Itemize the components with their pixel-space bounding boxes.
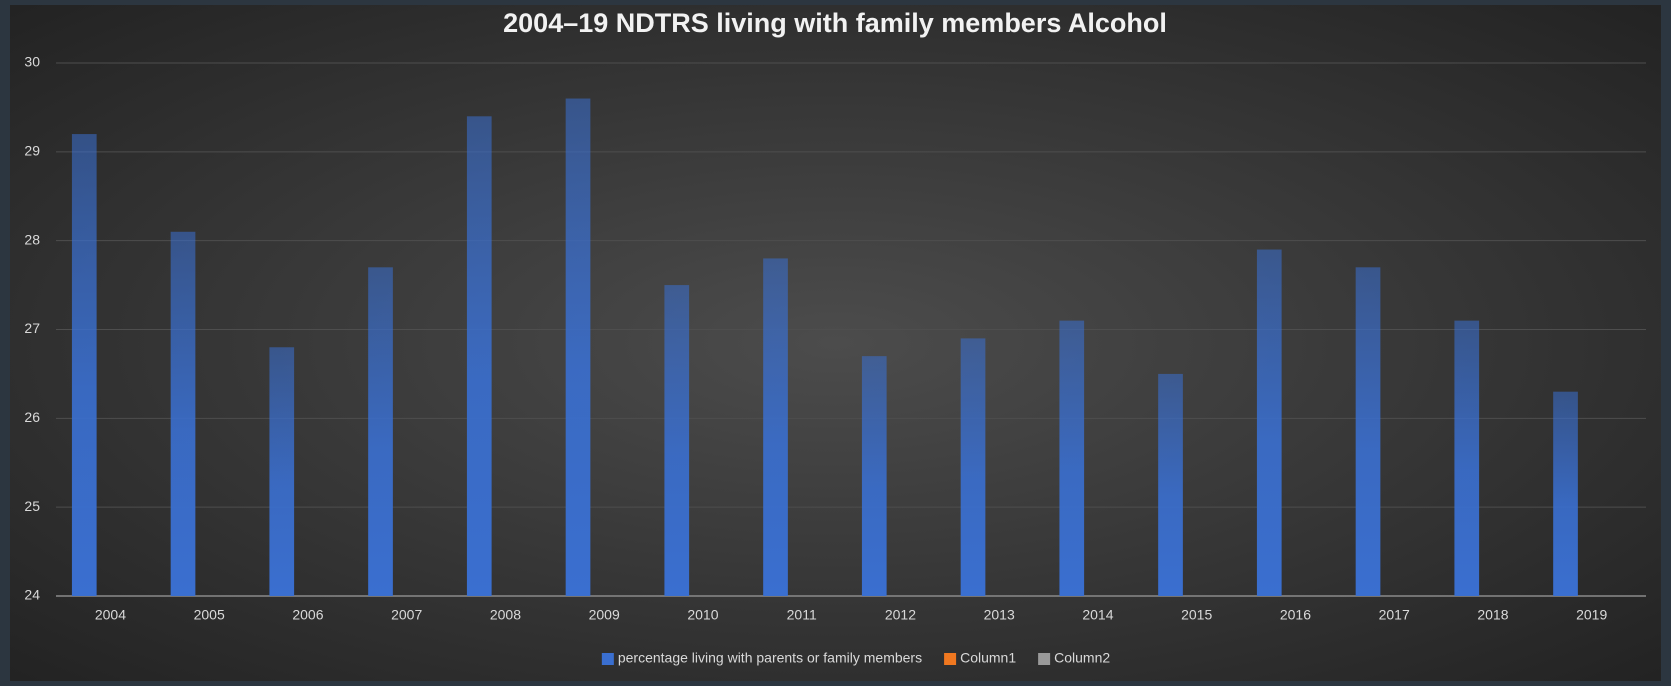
x-tick-label: 2011 — [787, 607, 817, 623]
bar — [1158, 373, 1183, 596]
x-tick-label: 2013 — [984, 607, 1015, 623]
legend-label: Column2 — [1054, 650, 1110, 666]
bar — [1059, 320, 1085, 596]
bar — [1355, 267, 1381, 596]
y-tick-label: 26 — [24, 409, 40, 425]
y-tick-label: 24 — [24, 587, 40, 603]
x-tick-label: 2017 — [1379, 607, 1410, 623]
y-tick-label: 25 — [24, 498, 40, 514]
x-tick-label: 2006 — [292, 607, 323, 623]
x-tick-label: 2014 — [1082, 607, 1113, 623]
bar — [1454, 320, 1480, 596]
x-tick-label: 2010 — [687, 607, 718, 623]
y-tick-label: 28 — [24, 231, 40, 247]
bar — [763, 258, 788, 596]
x-tick-label: 2019 — [1576, 607, 1607, 623]
chart-background — [10, 5, 1661, 681]
chart-title: 2004–19 NDTRS living with family members… — [503, 8, 1167, 38]
y-tick-label: 27 — [24, 320, 40, 336]
bar — [368, 267, 393, 596]
x-tick-label: 2015 — [1181, 607, 1212, 623]
x-tick-label: 2018 — [1477, 607, 1508, 623]
bar — [269, 347, 295, 596]
bar — [960, 338, 986, 596]
y-tick-label: 30 — [24, 54, 40, 70]
x-tick-label: 2008 — [490, 607, 521, 623]
legend-label: percentage living with parents or family… — [618, 650, 922, 666]
legend-swatch — [1038, 653, 1051, 665]
x-tick-label: 2007 — [391, 607, 422, 623]
bar — [664, 285, 690, 596]
bar — [466, 116, 492, 597]
legend-swatch — [944, 653, 957, 665]
bar — [1256, 249, 1282, 597]
bar — [1553, 391, 1578, 596]
x-tick-label: 2012 — [885, 607, 916, 623]
bar — [861, 356, 887, 596]
x-tick-label: 2009 — [589, 607, 620, 623]
legend: percentage living with parents or family… — [601, 650, 1110, 666]
x-tick-label: 2016 — [1280, 607, 1311, 623]
bar — [565, 98, 591, 597]
legend-label: Column1 — [960, 650, 1016, 666]
x-tick-label: 2005 — [194, 607, 225, 623]
y-tick-label: 29 — [24, 143, 40, 159]
legend-swatch — [601, 653, 614, 665]
x-tick-label: 2004 — [95, 607, 126, 623]
bar — [170, 231, 196, 597]
bar — [71, 134, 97, 597]
